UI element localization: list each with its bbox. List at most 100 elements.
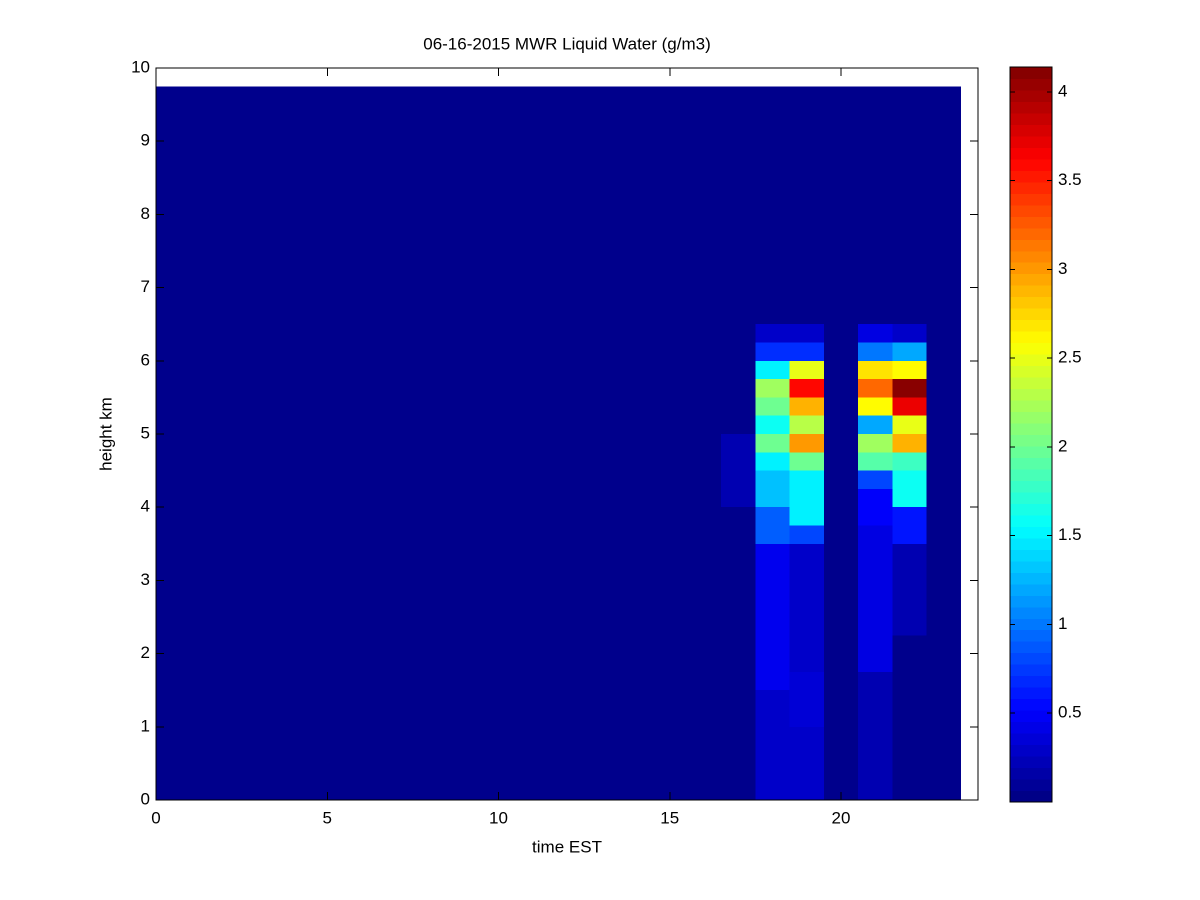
heatmap-cell bbox=[755, 653, 790, 672]
heatmap-cell bbox=[926, 379, 961, 398]
heatmap-cell bbox=[721, 488, 756, 508]
heatmap-cell bbox=[789, 763, 824, 782]
heatmap-cell bbox=[823, 671, 859, 691]
heatmap-cell bbox=[721, 708, 756, 727]
heatmap-cell bbox=[892, 543, 927, 563]
colorbar-swatch bbox=[1010, 170, 1052, 183]
colorbar-swatch bbox=[1010, 790, 1052, 803]
heatmap-cell bbox=[721, 617, 756, 636]
colorbar-swatch bbox=[1010, 583, 1052, 596]
heatmap-cell bbox=[823, 562, 859, 581]
heatmap-cell bbox=[156, 745, 722, 764]
x-tick-label: 15 bbox=[660, 808, 679, 827]
heatmap-cell bbox=[789, 708, 824, 727]
heatmap-cell bbox=[926, 745, 961, 764]
colorbar-tick-label: 4 bbox=[1058, 81, 1067, 100]
heatmap-cell bbox=[755, 360, 790, 380]
heatmap-cell bbox=[892, 708, 927, 727]
heatmap-cell bbox=[789, 653, 824, 672]
heatmap-cell bbox=[721, 635, 756, 654]
y-tick-label: 0 bbox=[141, 789, 150, 808]
heatmap-cell bbox=[721, 86, 756, 325]
heatmap-cell bbox=[156, 726, 722, 746]
colorbar-swatch bbox=[1010, 595, 1052, 608]
colorbar-swatch bbox=[1010, 273, 1052, 286]
heatmap-cell bbox=[892, 726, 927, 746]
colorbar-swatch bbox=[1010, 112, 1052, 125]
heatmap-cell bbox=[755, 617, 790, 636]
y-tick-label: 6 bbox=[141, 350, 150, 369]
heatmap-cell bbox=[858, 580, 893, 599]
heatmap-cell bbox=[858, 434, 893, 453]
heatmap-cell bbox=[823, 360, 859, 380]
colorbar-tick-label: 3 bbox=[1058, 259, 1067, 278]
heatmap-cell bbox=[858, 763, 893, 782]
heatmap-cell bbox=[755, 543, 790, 563]
heatmap-cell bbox=[823, 781, 859, 800]
heatmap-cell bbox=[823, 452, 859, 471]
heatmap-cell bbox=[789, 86, 824, 325]
colorbar-swatch bbox=[1010, 308, 1052, 321]
heatmap-cell bbox=[156, 434, 722, 453]
heatmap-cell bbox=[823, 598, 859, 617]
colorbar-swatch bbox=[1010, 331, 1052, 344]
heatmap-cell bbox=[789, 324, 824, 343]
y-tick-label: 3 bbox=[141, 570, 150, 589]
heatmap-cell bbox=[823, 690, 859, 709]
heatmap-cell bbox=[858, 379, 893, 398]
y-tick-label: 9 bbox=[141, 131, 150, 150]
heatmap-cell bbox=[926, 342, 961, 361]
colorbar-swatch bbox=[1010, 445, 1052, 458]
colorbar-swatch bbox=[1010, 721, 1052, 734]
heatmap-cell bbox=[755, 525, 790, 544]
heatmap-cell bbox=[823, 525, 859, 544]
heatmap-cell bbox=[755, 507, 790, 526]
heatmap-cell bbox=[156, 379, 722, 398]
x-tick-label: 0 bbox=[151, 808, 160, 827]
colorbar-swatch bbox=[1010, 779, 1052, 792]
heatmap-cell bbox=[721, 525, 756, 544]
heatmap-cell bbox=[892, 360, 927, 380]
heatmap-cell bbox=[892, 415, 927, 434]
colorbar-tick-label: 3.5 bbox=[1058, 170, 1082, 189]
heatmap-cell bbox=[721, 379, 756, 398]
colorbar-swatch bbox=[1010, 285, 1052, 298]
x-tick-label: 10 bbox=[489, 808, 508, 827]
heatmap-cell bbox=[156, 708, 722, 727]
heatmap-cell bbox=[926, 763, 961, 782]
heatmap-cell bbox=[823, 543, 859, 563]
heatmap-cell bbox=[926, 653, 961, 672]
heatmap-cell bbox=[789, 342, 824, 361]
heatmap-cell bbox=[926, 86, 961, 325]
heatmap-cell bbox=[721, 781, 756, 800]
colorbar-swatch bbox=[1010, 377, 1052, 390]
heatmap-cell bbox=[755, 379, 790, 398]
heatmap-cell bbox=[823, 342, 859, 361]
heatmap-cell bbox=[823, 379, 859, 398]
heatmap-cell bbox=[721, 653, 756, 672]
heatmap-cell bbox=[858, 617, 893, 636]
heatmap-cell bbox=[823, 635, 859, 654]
colorbar-swatch bbox=[1010, 572, 1052, 585]
heatmap-cell bbox=[892, 580, 927, 599]
heatmap-cell bbox=[789, 379, 824, 398]
colorbar-swatch bbox=[1010, 365, 1052, 378]
colorbar-swatch bbox=[1010, 101, 1052, 114]
heatmap-cell bbox=[892, 635, 927, 654]
colorbar-swatch bbox=[1010, 239, 1052, 252]
heatmap-cell bbox=[926, 415, 961, 434]
y-tick-label: 7 bbox=[141, 277, 150, 296]
colorbar-swatch bbox=[1010, 560, 1052, 573]
colorbar-swatch bbox=[1010, 503, 1052, 516]
colorbar-swatch bbox=[1010, 250, 1052, 263]
heatmap-cell bbox=[789, 635, 824, 654]
heatmap-cell bbox=[823, 708, 859, 727]
heatmap-cell bbox=[858, 397, 893, 416]
heatmap-cell bbox=[789, 543, 824, 563]
heatmap-cell bbox=[926, 360, 961, 380]
heatmap-cell bbox=[789, 397, 824, 416]
colorbar-swatch bbox=[1010, 78, 1052, 91]
heatmap-cell bbox=[892, 397, 927, 416]
heatmap-cell bbox=[823, 415, 859, 434]
heatmap-cell bbox=[755, 690, 790, 709]
